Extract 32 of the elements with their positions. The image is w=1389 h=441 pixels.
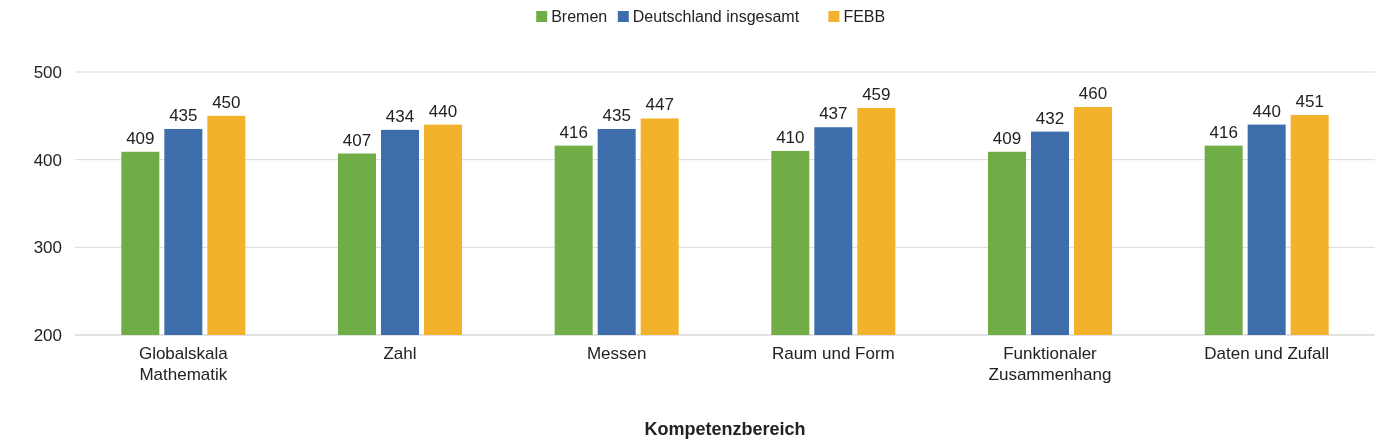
x-axis-title: Kompetenzbereich [644, 419, 806, 439]
data-label: 409 [992, 128, 1022, 148]
data-label: 410 [776, 127, 805, 147]
data-label: 416 [559, 122, 588, 142]
x-tick-label: Globalskala Mathematik [138, 344, 229, 384]
data-label: 435 [602, 105, 631, 125]
data-label: 434 [385, 106, 415, 126]
data-label: 460 [1078, 84, 1108, 104]
data-label: 409 [126, 128, 155, 148]
data-label: 440 [1252, 101, 1281, 121]
data-label: 440 [428, 101, 458, 121]
x-tick-label: Daten und Zufall [1204, 344, 1330, 363]
data-label: 451 [1295, 91, 1324, 111]
data-label: 432 [1035, 108, 1065, 128]
legend-label: Bremen [551, 8, 608, 25]
y-tick-label: 400 [33, 150, 62, 170]
y-tick-label: 500 [33, 62, 62, 82]
y-tick-label: 200 [33, 325, 62, 345]
y-tick-label: 300 [33, 238, 62, 258]
data-label: 447 [645, 95, 674, 115]
data-label: 416 [1209, 122, 1238, 142]
data-label: 437 [819, 104, 848, 124]
data-label: 435 [169, 105, 198, 125]
legend-label: FEBB [843, 8, 886, 25]
data-label: 407 [342, 130, 372, 150]
x-tick-label: Funktionaler Zusammenhang [988, 344, 1112, 384]
legend-label: Deutschland insgesamt [632, 8, 800, 25]
data-label: 459 [862, 84, 891, 104]
data-label: 450 [212, 92, 241, 112]
x-tick-label: Zahl [383, 344, 417, 363]
x-tick-label: Raum und Form [771, 344, 895, 363]
x-tick-label: Messen [586, 344, 647, 363]
